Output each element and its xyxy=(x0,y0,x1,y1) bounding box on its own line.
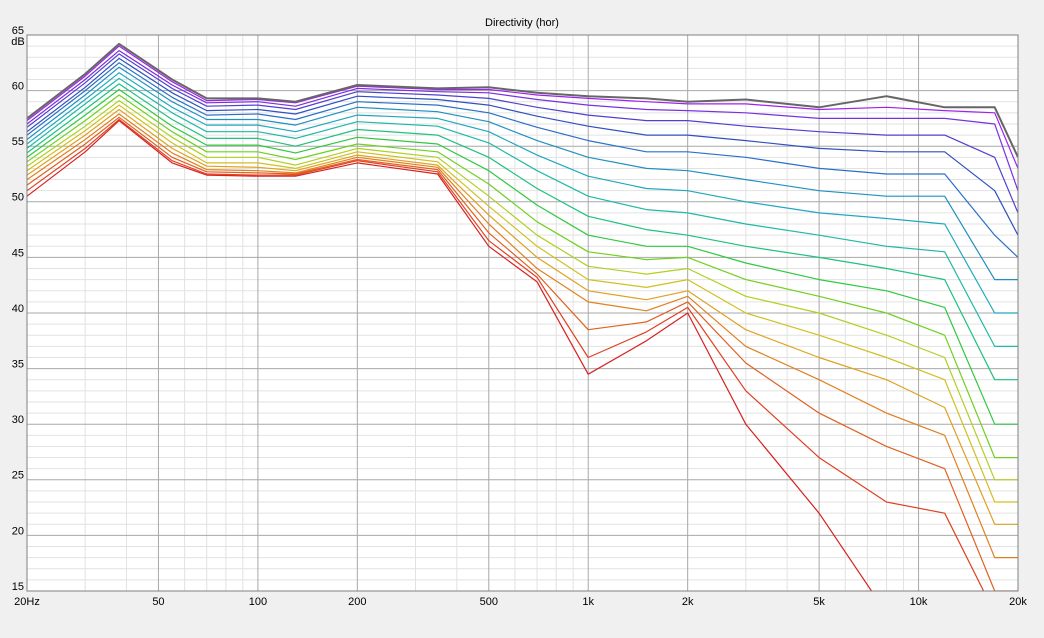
chart-title: Directivity (hor) xyxy=(485,17,559,29)
y-tick-label: 50 xyxy=(12,192,24,204)
x-tick-label: 10k xyxy=(910,596,928,608)
y-tick-label: 60 xyxy=(12,81,24,93)
series-line xyxy=(27,45,1018,169)
y-tick-label: 40 xyxy=(12,303,24,315)
x-tick-label: 20k xyxy=(1009,596,1027,608)
x-tick-label: 500 xyxy=(480,596,498,608)
x-tick-label: 100 xyxy=(249,596,267,608)
y-axis-label: dB xyxy=(11,36,24,48)
series-line xyxy=(27,62,1018,258)
series-line xyxy=(27,83,1018,381)
x-tick-label: 1k xyxy=(582,596,594,608)
x-tick-label: 200 xyxy=(348,596,366,608)
y-tick-label: 45 xyxy=(12,247,24,259)
series-line xyxy=(27,104,1018,503)
series-line xyxy=(27,100,1018,481)
x-tick-label: 50 xyxy=(152,596,164,608)
series-line xyxy=(27,53,1018,214)
x-tick-label: 2k xyxy=(682,596,694,608)
series-line xyxy=(27,116,1018,591)
y-tick-label: 15 xyxy=(12,581,24,593)
series-line xyxy=(27,120,873,591)
x-tick-label: 20Hz xyxy=(14,596,40,608)
y-tick-label: 55 xyxy=(12,136,24,148)
series-line xyxy=(27,42,1018,158)
series-line xyxy=(27,57,1018,236)
y-tick-label: 25 xyxy=(12,470,24,482)
series-line xyxy=(27,66,1018,281)
x-tick-label: 5k xyxy=(813,596,825,608)
y-tick-label: 35 xyxy=(12,359,24,371)
series-line xyxy=(27,50,1018,191)
series-line xyxy=(27,72,1018,314)
series-line xyxy=(27,88,1018,425)
series-line xyxy=(27,77,1018,347)
plot-border xyxy=(26,34,1019,592)
series-line xyxy=(27,94,1018,459)
series-line xyxy=(27,118,985,591)
series-line xyxy=(27,113,1018,559)
y-tick-label: 20 xyxy=(12,525,24,537)
lines xyxy=(27,42,1018,591)
series-line xyxy=(27,108,1018,525)
y-tick-label: 30 xyxy=(12,414,24,426)
y-tick-label: 65 xyxy=(12,25,24,37)
